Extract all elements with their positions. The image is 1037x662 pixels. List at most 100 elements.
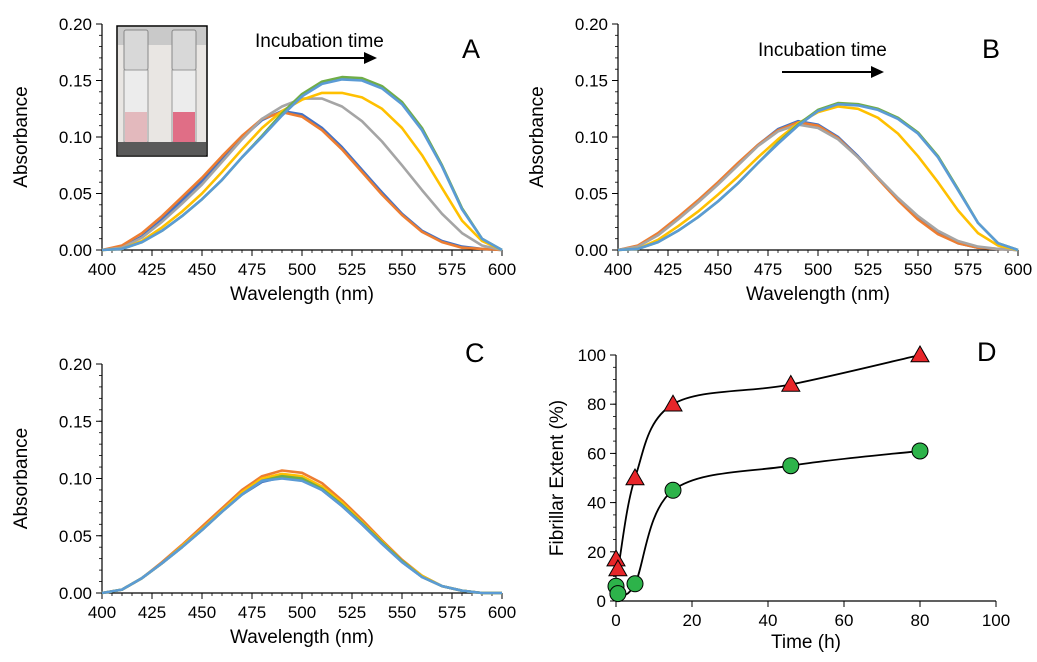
panel-d-x-tick-label: 40 — [759, 611, 778, 630]
panel-b-y-tick-label: 0.10 — [575, 128, 608, 147]
panel-d-plot-area: 0 20 40 60 80 100 0 20 40 60 80 100 Time (h) Fibrilla… — [547, 344, 1010, 653]
panel-d-label: D — [977, 337, 997, 367]
panel-b-x-tick-label: 600 — [1004, 260, 1032, 279]
panel-d-y-tick-label: 100 — [578, 346, 606, 365]
panel-c-y-tick-label: 0.20 — [59, 355, 92, 374]
panel-c-series-gray — [101, 473, 502, 595]
panel-b: 400 425 450 475 500 525 550 575 600 0.00 0.05 0.10 0… — [527, 15, 1032, 305]
panel-d-y-tick-label: 60 — [587, 444, 606, 463]
panel-b-x-tick-label: 475 — [754, 260, 782, 279]
panel-a: 400 425 450 475 500 525 550 575 600 0.00 0.05 0.10 0… — [11, 15, 516, 305]
panel-d-circle-point — [626, 575, 644, 593]
panel-d-y-tick-label: 80 — [587, 395, 606, 414]
panel-c-y-tick-label: 0.05 — [59, 527, 92, 546]
panel-d-circle-point — [664, 481, 682, 499]
panel-d-x-tick-label: 80 — [911, 611, 930, 630]
panel-d-circle-point — [911, 442, 929, 460]
panel-a-label: A — [462, 34, 480, 64]
panel-c-x-tick-label: 400 — [88, 603, 116, 622]
panel-d-circle-point — [609, 585, 627, 603]
panel-d-x-tick-label: 60 — [835, 611, 854, 630]
panel-b-arrow — [782, 66, 884, 78]
panel-b-x-axis-label: Wavelength (nm) — [746, 284, 890, 305]
panel-a-y-tick-label: 0.05 — [59, 185, 92, 204]
panel-d-triangle-point — [663, 394, 683, 412]
panel-c-x-tick-label: 550 — [388, 603, 416, 622]
panel-b-annotation: Incubation time — [758, 40, 887, 61]
panel-c-series-lightblue — [101, 477, 502, 595]
panel-a-x-tick-label: 475 — [238, 260, 266, 279]
panel-b-y-tick-label: 0.15 — [575, 72, 608, 91]
panel-a-x-tick-label: 425 — [138, 260, 166, 279]
panel-b-x-tick-label: 525 — [854, 260, 882, 279]
panel-c-x-tick-label: 450 — [188, 603, 216, 622]
panel-b-plot-area: 400 425 450 475 500 525 550 575 600 0.00 0.05 0.10 0… — [527, 15, 1032, 305]
panel-a-x-tick-label: 500 — [288, 260, 316, 279]
panel-a-x-tick-label: 600 — [488, 260, 516, 279]
panel-b-series-gray — [617, 123, 1019, 252]
panel-d-circle-point — [782, 457, 800, 475]
panel-d-curve-triangle — [614, 354, 921, 575]
panel-b-y-axis-label: Absorbance — [527, 86, 548, 187]
panel-c: 400 425 450 475 500 525 550 575 600 0.00 0.05 0.10 0… — [11, 338, 516, 648]
panel-d-y-tick-label: 40 — [587, 494, 606, 513]
panel-b-x-tick-label: 575 — [954, 260, 982, 279]
panel-c-y-tick-label: 0.10 — [59, 470, 92, 489]
panel-c-x-tick-label: 600 — [488, 603, 516, 622]
panel-a-y-tick-label: 0.10 — [59, 128, 92, 147]
panel-a-series-lightblue — [101, 78, 503, 252]
panel-b-series-lightblue — [617, 102, 1019, 252]
panel-a-x-tick-label: 525 — [338, 260, 366, 279]
panel-a-inset-photo — [116, 25, 208, 157]
panel-b-x-tick-label: 550 — [904, 260, 932, 279]
panel-d-x-tick-label: 0 — [611, 611, 620, 630]
panel-a-x-tick-label: 575 — [438, 260, 466, 279]
panel-c-label: C — [465, 338, 485, 368]
panel-c-series-orange — [101, 469, 502, 595]
panel-a-x-tick-label: 400 — [88, 260, 116, 279]
panel-a-x-tick-label: 550 — [388, 260, 416, 279]
panel-a-y-axis-label: Absorbance — [11, 86, 32, 187]
panel-a-plot-area: 400 425 450 475 500 525 550 575 600 0.00 0.05 0.10 0… — [11, 15, 516, 305]
panel-c-x-tick-label: 475 — [238, 603, 266, 622]
panel-c-y-tick-label: 0.00 — [59, 584, 92, 603]
panel-d-curve-circle — [614, 450, 921, 596]
panel-a-arrow — [279, 52, 377, 64]
panel-a-series-yellow — [101, 91, 503, 252]
panel-c-x-tick-label: 425 — [138, 603, 166, 622]
panel-a-y-tick-label: 0.20 — [59, 15, 92, 34]
panel-c-x-tick-label: 575 — [438, 603, 466, 622]
panel-b-y-tick-label: 0.05 — [575, 185, 608, 204]
panel-a-y-tick-label: 0.15 — [59, 72, 92, 91]
panel-a-x-axis-label: Wavelength (nm) — [230, 284, 374, 305]
panel-b-x-tick-label: 425 — [654, 260, 682, 279]
panel-b-x-tick-label: 450 — [704, 260, 732, 279]
panel-c-series-blue — [101, 476, 502, 595]
panel-d-triangle-point — [608, 559, 628, 577]
panel-c-y-tick-label: 0.15 — [59, 412, 92, 431]
panel-a-series-orange — [101, 110, 503, 252]
panel-c-y-axis-label: Absorbance — [11, 428, 32, 529]
panel-d-triangle-point — [780, 374, 801, 392]
panel-b-x-tick-label: 400 — [604, 260, 632, 279]
panel-c-x-tick-label: 525 — [338, 603, 366, 622]
panel-d-x-axis-label: Time (h) — [771, 632, 841, 653]
panel-b-series-orange — [617, 121, 1019, 252]
panel-c-x-tick-label: 500 — [288, 603, 316, 622]
panel-d-y-tick-label: 0 — [597, 592, 606, 611]
panel-c-x-axis-label: Wavelength (nm) — [230, 627, 374, 648]
panel-c-series-green — [101, 474, 502, 595]
panel-d-x-tick-label: 20 — [683, 611, 702, 630]
panel-a-x-tick-label: 450 — [188, 260, 216, 279]
panel-d-y-axis-label: Fibrillar Extent (%) — [547, 400, 568, 556]
panel-b-x-tick-label: 500 — [804, 260, 832, 279]
panel-d: 0 20 40 60 80 100 0 20 40 60 80 100 Time (h) Fibrilla… — [547, 337, 1010, 653]
panel-d-y-tick-label: 20 — [587, 543, 606, 562]
panel-a-annotation: Incubation time — [255, 31, 384, 52]
panel-d-triangle-point — [625, 467, 645, 486]
panel-b-y-tick-label: 0.20 — [575, 15, 608, 34]
panel-c-series-yellow — [101, 472, 502, 595]
panel-d-triangle-point — [910, 344, 930, 363]
panel-a-y-tick-label: 0.00 — [59, 241, 92, 260]
panel-b-y-tick-label: 0.00 — [575, 241, 608, 260]
